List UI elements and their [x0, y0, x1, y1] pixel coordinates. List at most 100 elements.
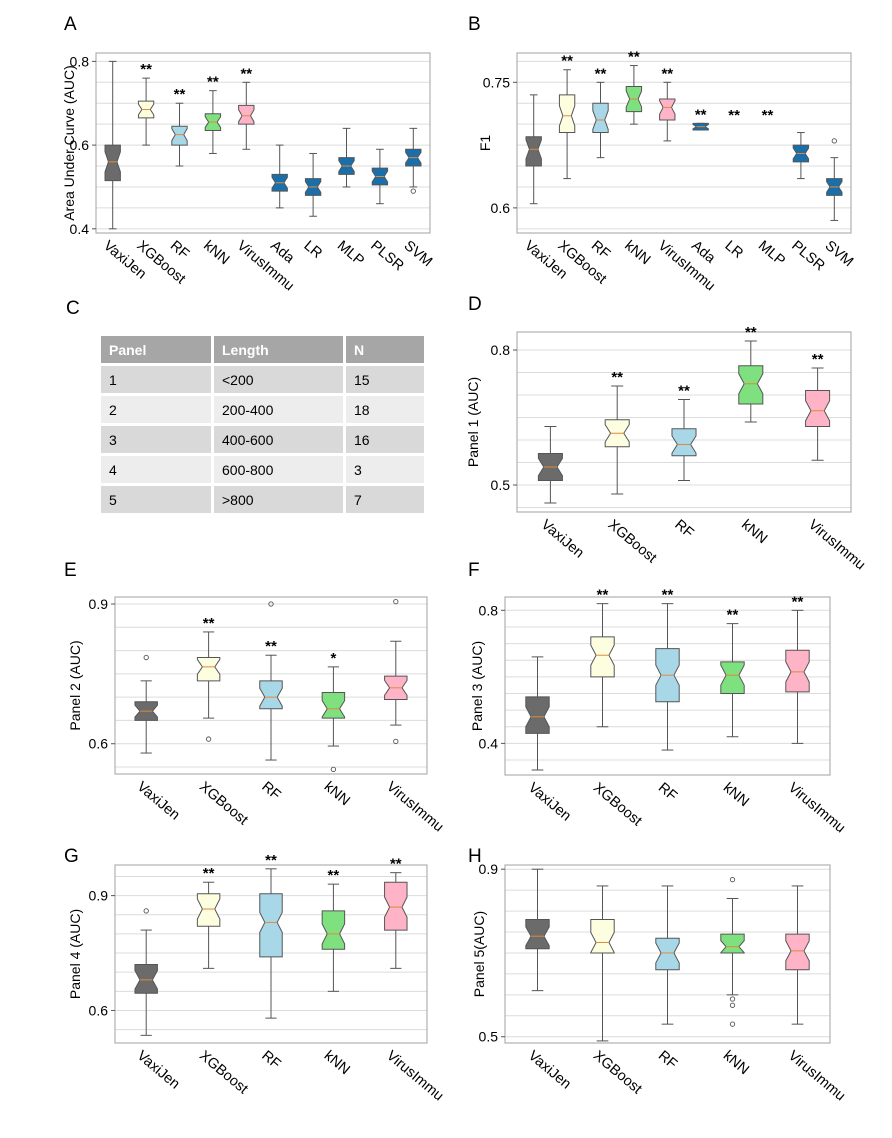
significance-mark: **: [140, 61, 152, 78]
significance-mark: *: [330, 650, 336, 667]
x-tick-label: kNN: [720, 1048, 752, 1078]
panel-letter-c: C: [66, 298, 80, 319]
table-row: 2 200-400 18: [101, 393, 427, 425]
box-body: [720, 661, 745, 694]
x-tick-label: kNN: [621, 238, 653, 268]
box-knn: **: [204, 74, 222, 154]
box-plsr: [371, 148, 389, 205]
table-cell: 400-600: [212, 423, 346, 455]
y-tick-label: 0.8: [70, 53, 90, 69]
table-cell: 2: [101, 393, 214, 425]
box-body: [720, 933, 745, 954]
box-xgboost: **: [196, 615, 221, 742]
x-tick-label: VaxiJen: [525, 780, 574, 825]
x-tick-label: VaxiJen: [525, 1048, 574, 1093]
table-cell: 4: [101, 453, 214, 485]
y-tick-label: 0.4: [70, 221, 90, 237]
y-axis-label: F1: [477, 135, 493, 152]
box-virusimmu: **: [659, 65, 676, 142]
box-virusimmu: [384, 599, 408, 745]
plot-frame: [516, 331, 852, 513]
outlier-point: [831, 138, 837, 144]
significance-mark: **: [745, 324, 757, 341]
table-cell: 600-800: [212, 453, 346, 485]
box-xgboost: **: [604, 369, 630, 495]
outlier-point: [410, 188, 416, 194]
significance-mark: **: [661, 65, 673, 82]
plot-frame: [95, 52, 431, 234]
box-body: [104, 144, 121, 182]
box-vaxijen: [134, 908, 158, 1036]
box-vaxijen: [525, 94, 542, 205]
table-row: 1 <200 15: [101, 363, 427, 395]
x-tick-label: VaxiJen: [538, 517, 587, 562]
y-axis-label: Panel 1 (AUC): [465, 377, 481, 467]
box-body: [238, 104, 255, 125]
box-mlp: [338, 127, 355, 188]
box-body: [659, 98, 676, 121]
x-tick-label: RF: [258, 779, 283, 804]
panel-letter-f: F: [468, 560, 480, 581]
chart-panel-g: G 0.6 0.9 Panel 4 (AUC) VaxiJen ** XGBoost ** RF…: [64, 846, 446, 1104]
panel-letter-b: B: [468, 14, 481, 35]
box-body: [785, 649, 810, 693]
x-tick-label: VirusImmu: [785, 780, 848, 837]
x-tick-label: VaxiJen: [134, 779, 183, 824]
y-tick-label: 0.9: [89, 888, 109, 904]
chart-panel-b: B0.60.75F1VaxiJen**XGBoost**RF**kNN**Vir…: [468, 14, 856, 294]
box-vaxijen: [525, 868, 550, 992]
x-tick-label: LR: [722, 238, 746, 262]
box-svm: [405, 127, 422, 194]
significance-mark: **: [390, 856, 402, 873]
significance-mark: **: [240, 65, 252, 82]
y-tick-label: 0.8: [479, 602, 499, 618]
significance-mark: **: [727, 607, 739, 624]
x-tick-label: RF: [167, 238, 192, 263]
box-virusimmu: [785, 885, 810, 1025]
x-tick-label: kNN: [321, 1048, 353, 1078]
box-body: [171, 125, 188, 146]
table-cell: 5: [101, 483, 214, 513]
y-tick-label: 0.5: [491, 477, 511, 493]
x-tick-label: XGBoost: [590, 780, 645, 830]
significance-mark: **: [628, 49, 640, 66]
x-tick-label: RF: [588, 238, 613, 263]
plot-frame: [504, 596, 831, 776]
panel-letter-h: H: [468, 846, 482, 867]
significance-mark: **: [174, 86, 186, 103]
y-tick-label: 0.6: [491, 200, 511, 216]
x-tick-label: VirusImmu: [785, 1048, 848, 1105]
box-rf: **: [655, 587, 680, 751]
y-axis-label: Panel 4 (AUC): [67, 909, 83, 999]
significance-mark: **: [597, 587, 609, 604]
outlier-point: [205, 736, 212, 742]
x-tick-label: PLSR: [788, 238, 827, 275]
x-tick-label: SVM: [401, 238, 435, 270]
outlier-point: [393, 738, 399, 745]
x-tick-label: RF: [671, 517, 696, 542]
table-cell: 7: [344, 483, 427, 513]
box-svm: [826, 138, 843, 221]
significance-mark: **: [328, 867, 340, 884]
box-knn: **: [720, 607, 745, 738]
table-row: 5 >800 7: [101, 483, 427, 513]
box-xgboost: **: [137, 61, 155, 146]
y-tick-label: 0.8: [491, 342, 511, 358]
y-tick-label: 0.6: [70, 137, 90, 153]
box-plsr: [792, 132, 810, 180]
box-rf: **: [259, 601, 283, 761]
x-tick-label: PLSR: [367, 238, 406, 275]
box-mlp: **: [762, 107, 774, 124]
significance-mark: **: [792, 593, 804, 610]
outlier-point: [393, 599, 399, 605]
x-tick-label: VirusImmu: [383, 779, 446, 836]
y-axis-label: Area Under Curve (AUC): [61, 65, 77, 221]
x-tick-label: MLP: [755, 238, 788, 269]
x-tick-label: LR: [301, 238, 325, 262]
y-axis-label: Panel 5(AUC): [471, 911, 487, 997]
table-header: N: [344, 336, 427, 365]
box-ada: [271, 144, 288, 209]
significance-mark: **: [265, 852, 277, 869]
box-knn: **: [321, 867, 346, 992]
